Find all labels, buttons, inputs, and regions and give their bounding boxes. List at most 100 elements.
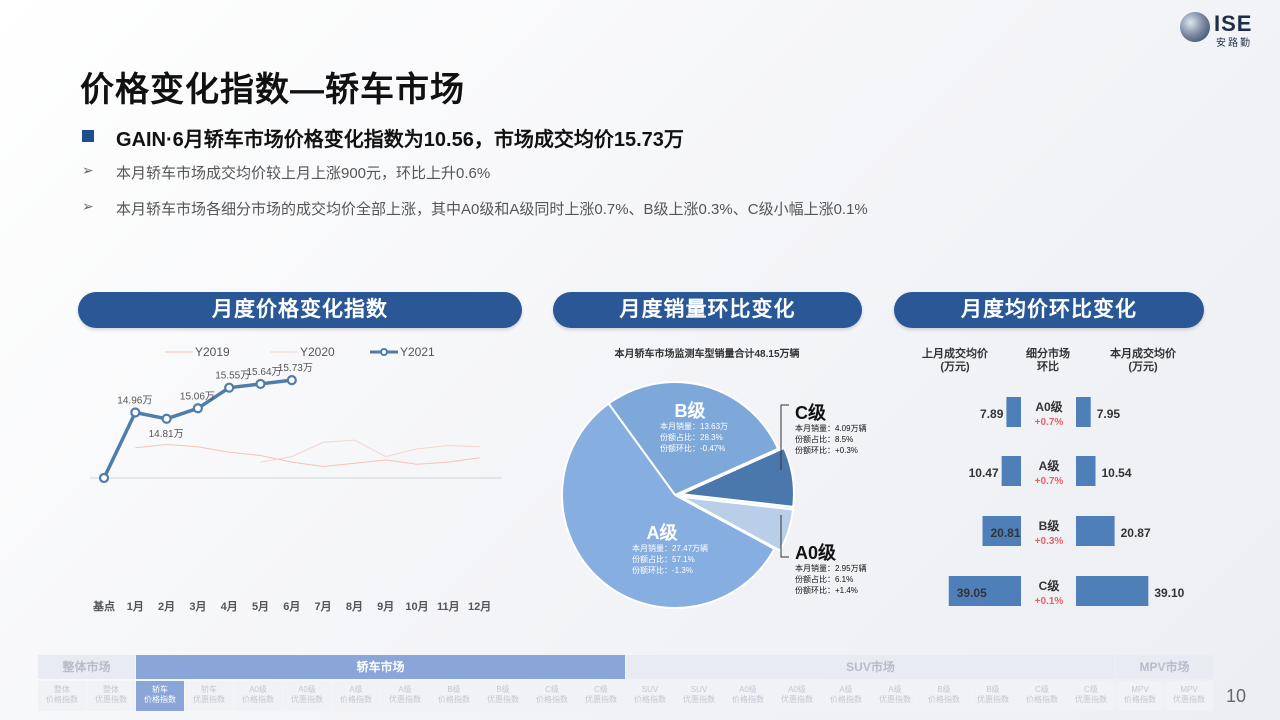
category-label: A0级 <box>1035 399 1062 414</box>
nav-subtab[interactable]: A级 优惠指数 <box>381 681 429 711</box>
column-header: 细分市场 <box>1026 346 1070 360</box>
logo-text: ISE <box>1214 11 1253 36</box>
nav-subtab-label: SUV <box>690 685 708 694</box>
data-point <box>161 413 172 424</box>
nav-subtab-label: C级 <box>1035 685 1049 694</box>
x-tick-label: 5月 <box>252 600 269 613</box>
nav-subtab[interactable]: C级 价格指数 <box>528 681 576 711</box>
nav-subtab[interactable]: A0级 优惠指数 <box>773 681 821 711</box>
bullet-text-2: 本月轿车市场各细分市场的成交均价全部上涨，其中A0级和A级同时上涨0.7%、B级… <box>116 201 868 218</box>
nav-subtab[interactable]: A级 价格指数 <box>822 681 870 711</box>
nav-subtab-label: 优惠指数 <box>1075 695 1107 704</box>
legend-label-y2019: Y2019 <box>195 345 230 359</box>
nav-subtab[interactable]: 整体 优惠指数 <box>87 681 135 711</box>
data-label: 15.64万 <box>247 367 282 378</box>
nav-subtab-label: B级 <box>986 685 1000 694</box>
slice-name: C级 <box>795 402 827 423</box>
category-label: C级 <box>1039 578 1060 593</box>
page-number: 10 <box>1226 686 1247 706</box>
nav-subtab[interactable]: A级 价格指数 <box>332 681 380 711</box>
column-header: 上月成交均价 <box>922 346 989 360</box>
nav-subtab[interactable]: B级 优惠指数 <box>969 681 1017 711</box>
nav-subtab-label: 优惠指数 <box>781 695 813 704</box>
nav-subtab-label: B级 <box>496 685 510 694</box>
slice-name: A级 <box>647 522 679 543</box>
nav-subtab-label: 优惠指数 <box>585 695 617 704</box>
data-label: 15.55万 <box>215 371 250 382</box>
headline: GAIN·6月轿车市场价格变化指数为10.56，市场成交均价15.73万 <box>116 129 684 151</box>
nav-tab-2[interactable]: 轿车市场 <box>136 655 625 679</box>
bar-prev <box>1001 456 1021 486</box>
price-index-line-chart: Y2019 Y2020 Y202114.96万14.81万15.06万15.55万1… <box>90 345 502 613</box>
slice-detail: 份额占比：57.1% <box>632 554 695 564</box>
legend-label-y2021: Y2021 <box>400 345 435 359</box>
x-tick-label: 4月 <box>221 600 238 613</box>
nav-subtab-label: A级 <box>888 685 902 694</box>
nav-subtab-label: C级 <box>594 685 608 694</box>
nav-subtab[interactable]: A0级 价格指数 <box>234 681 282 711</box>
change-label: +0.1% <box>1035 596 1064 607</box>
nav-subtab[interactable]: C级 优惠指数 <box>1067 681 1115 711</box>
bar-curr <box>1076 397 1091 427</box>
x-tick-label: 基点 <box>92 599 115 613</box>
category-label: B级 <box>1039 518 1060 533</box>
nav-subtab[interactable]: C级 价格指数 <box>1018 681 1066 711</box>
nav-subtab-label: 价格指数 <box>438 695 470 704</box>
sales-share-pie-chart: 本月轿车市场监测车型销量合计48.15万辆 B级本月销量：13.63万份额占比：2… <box>561 347 867 609</box>
bar-curr <box>1076 516 1115 546</box>
section-price-title: 月度均价环比变化 <box>894 292 1204 328</box>
nav-subtab-label: 优惠指数 <box>977 695 1009 704</box>
nav-tab-1[interactable]: 整体市场 <box>38 655 135 679</box>
nav-tab-4[interactable]: MPV市场 <box>1116 655 1213 679</box>
slice-detail: 本月销量：2.95万辆 <box>795 563 867 573</box>
arrow-bullet-icon: ➢ <box>82 198 94 214</box>
series-line-y2019 <box>135 443 480 468</box>
nav-subtab[interactable]: 轿车 价格指数 <box>136 681 184 711</box>
nav-subtab[interactable]: A级 优惠指数 <box>871 681 919 711</box>
leader-line-c <box>780 404 789 470</box>
slice-detail: 本月销量：13.63万 <box>660 421 728 431</box>
nav-subtab[interactable]: MPV 价格指数 <box>1116 681 1164 711</box>
nav-subtab-label: 优惠指数 <box>389 695 421 704</box>
x-tick-label: 2月 <box>158 600 175 613</box>
nav-subtab[interactable]: A0级 优惠指数 <box>283 681 331 711</box>
value-prev: 10.47 <box>969 466 999 480</box>
nav-subtab[interactable]: 轿车 优惠指数 <box>185 681 233 711</box>
nav-subtab[interactable]: B级 价格指数 <box>920 681 968 711</box>
nav-subtab[interactable]: MPV 优惠指数 <box>1165 681 1213 711</box>
nav-subtab[interactable]: B级 优惠指数 <box>479 681 527 711</box>
value-prev: 7.89 <box>980 407 1004 421</box>
nav-subtab[interactable]: SUV 优惠指数 <box>675 681 723 711</box>
slice-detail: 份额环比：+0.3% <box>795 445 858 455</box>
nav-subtab-label: A0级 <box>249 685 267 694</box>
nav-subtab-label: C级 <box>545 685 559 694</box>
slice-detail: 份额占比：6.1% <box>795 574 853 584</box>
nav-subtab-label: 轿车 <box>152 685 168 694</box>
nav-subtab-label: 价格指数 <box>732 695 764 704</box>
value-curr: 7.95 <box>1097 407 1121 421</box>
nav-subtab-label: 整体 <box>103 685 119 694</box>
pie-slice <box>607 381 780 497</box>
nav-tab-3[interactable]: SUV市场 <box>626 655 1115 679</box>
legend-label-y2020: Y2020 <box>300 345 335 359</box>
nav-subtab[interactable]: 整体 价格指数 <box>38 681 86 711</box>
value-prev: 20.81 <box>990 526 1020 540</box>
change-label: +0.7% <box>1035 417 1064 428</box>
nav-subtab-label: SUV <box>641 685 659 694</box>
nav-subtab-label: 价格指数 <box>1124 695 1156 704</box>
data-label: 15.06万 <box>180 391 215 402</box>
bullet-text-1: 本月轿车市场成交均价较上月上涨900元，环比上升0.6% <box>116 165 491 182</box>
nav-subtab-label: 价格指数 <box>340 695 372 704</box>
nav-subtab[interactable]: A0级 价格指数 <box>724 681 772 711</box>
column-header: (万元) <box>940 360 970 373</box>
logo-globe-icon <box>1180 12 1210 42</box>
legend-marker <box>380 348 388 356</box>
nav-subtab[interactable]: SUV 价格指数 <box>626 681 674 711</box>
x-tick-label: 7月 <box>315 600 332 613</box>
nav-subtab[interactable]: C级 优惠指数 <box>577 681 625 711</box>
bar-prev <box>982 516 1021 546</box>
data-point <box>224 382 235 393</box>
bar-curr <box>1076 456 1096 486</box>
nav-subtab[interactable]: B级 价格指数 <box>430 681 478 711</box>
